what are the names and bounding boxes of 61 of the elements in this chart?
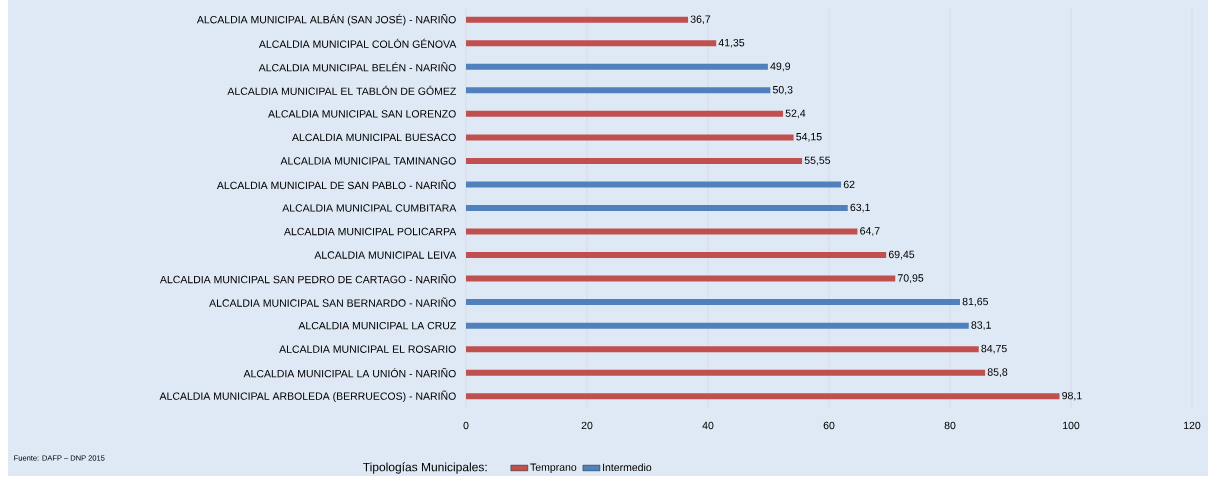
data-label: 52,4 (785, 109, 806, 119)
x-tick-label: 40 (702, 421, 714, 430)
bar (466, 251, 887, 258)
legend-label: Temprano (530, 463, 577, 473)
y-tick-label: ALCALDIA MUNICIPAL TAMINANGO (280, 157, 456, 165)
data-label: 55,55 (804, 156, 831, 166)
data-label: 64,7 (860, 227, 880, 236)
bar (466, 87, 771, 94)
bar (466, 16, 689, 23)
bar (466, 322, 969, 329)
y-tick-label: ALCALDIA MUNICIPAL EL TABLÓN DE GÓMEZ (227, 85, 456, 95)
x-tick-label: 120 (1184, 421, 1201, 430)
bar (466, 346, 979, 353)
data-label: 85,8 (987, 368, 1008, 377)
bar (466, 393, 1060, 400)
bar (466, 110, 784, 117)
data-label: 83,1 (971, 321, 991, 330)
bar (466, 228, 858, 235)
y-tick-label: ALCALDIA MUNICIPAL LEIVA (314, 251, 457, 259)
y-tick-label: ALCALDIA MUNICIPAL BUESACO (291, 133, 456, 142)
data-label: 81,65 (962, 297, 989, 307)
bar (466, 275, 896, 282)
legend-title: Tipologías Municipales: (363, 462, 487, 474)
y-tick-label: ALCALDIA MUNICIPAL SAN BERNARDO - NARIÑO (209, 297, 456, 307)
data-label: 36,7 (690, 15, 711, 25)
y-tick-label: ALCALDIA MUNICIPAL SAN PEDRO DE CARTAGO - NARIÑO (159, 273, 456, 284)
y-tick-label: ALCALDIA MUNICIPAL POLICARPA (284, 227, 457, 236)
data-label: 84,75 (981, 344, 1007, 354)
data-label: 54,15 (796, 133, 822, 142)
data-label: 98,1 (1062, 391, 1082, 401)
y-tick-label: ALCALDIA MUNICIPAL SAN LORENZO (268, 110, 456, 118)
bar (466, 181, 842, 188)
y-tick-label: ALCALDIA MUNICIPAL LA CRUZ (298, 321, 456, 330)
x-tick-label: 100 (1063, 421, 1080, 430)
data-label: 69,45 (888, 250, 915, 260)
x-tick-label: 80 (944, 421, 956, 430)
data-label: 41,35 (718, 38, 745, 48)
bar (466, 299, 960, 306)
y-tick-label: ALCALDIA MUNICIPAL LA UNIÓN - NARIÑO (243, 367, 456, 378)
y-tick-label: ALCALDIA MUNICIPAL ARBOLEDA (BERRUECOS) - NARIÑO (159, 390, 456, 402)
y-tick-label: ALCALDIA MUNICIPAL DE SAN PABLO - NARIÑO (216, 179, 456, 190)
y-tick-label: ALCALDIA MUNICIPAL ALBÁN (SAN JOSÉ) - NARIÑO (196, 14, 456, 26)
x-tick-label: 60 (823, 421, 835, 430)
bar (466, 204, 848, 211)
y-tick-label: ALCALDIA MUNICIPAL EL ROSARIO (279, 345, 456, 353)
x-tick-label: 0 (463, 421, 469, 430)
y-tick-label: ALCALDIA MUNICIPAL CUMBITARA (282, 204, 457, 212)
y-tick-label: ALCALDIA MUNICIPAL BELÉN - NARIÑO (258, 62, 456, 72)
bar (466, 157, 803, 164)
data-label: 50,3 (772, 85, 793, 95)
data-label: 70,95 (897, 274, 924, 283)
legend-label: Intermedio (603, 463, 652, 472)
y-tick-label: ALCALDIA MUNICIPAL COLÓN GÉNOVA (258, 38, 457, 48)
data-label: 62 (843, 180, 855, 189)
data-label: 49,9 (770, 62, 791, 72)
bar (466, 63, 768, 70)
bar (466, 40, 717, 47)
x-tick-label: 20 (581, 421, 593, 430)
data-label: 63,1 (850, 203, 870, 213)
bar (466, 134, 794, 141)
bar (466, 369, 986, 376)
